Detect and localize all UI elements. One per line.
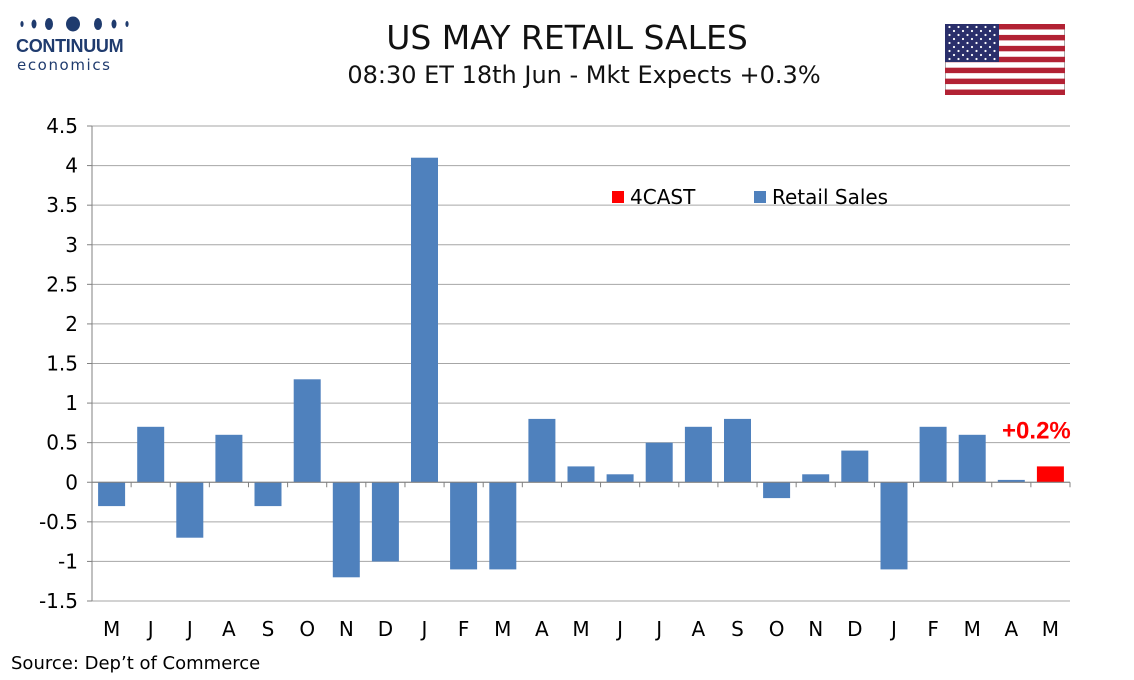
forecast-bar bbox=[1036, 466, 1064, 483]
x-tick-label: A bbox=[222, 617, 236, 641]
retail-sales-bar bbox=[567, 466, 595, 483]
y-tick-label: 0.5 bbox=[46, 431, 78, 455]
retail-sales-bar bbox=[841, 450, 869, 483]
x-tick-label: O bbox=[299, 617, 315, 641]
x-tick-label: D bbox=[847, 617, 862, 641]
retail-sales-bar bbox=[137, 426, 165, 483]
logo-subtitle: economics bbox=[17, 56, 112, 74]
y-tick-label: 2 bbox=[65, 312, 78, 336]
bars bbox=[98, 157, 1064, 578]
y-tick-label: 2.5 bbox=[46, 272, 78, 296]
x-tick-label: O bbox=[769, 617, 785, 641]
chart-title: US MAY RETAIL SALES bbox=[386, 18, 748, 57]
retail-sales-bar bbox=[293, 379, 321, 483]
forecast-annotation: +0.2% bbox=[1002, 418, 1071, 445]
us-flag-icon bbox=[945, 24, 1065, 95]
y-axis-ticks: 4.5 4 3.5 3 2.5 2 1.5 1 0.5 0 -0.5 -1 -1.5 bbox=[39, 114, 92, 613]
x-tick-label: M bbox=[1042, 617, 1059, 641]
x-tick-label: J bbox=[889, 617, 897, 641]
retail-sales-bar bbox=[919, 426, 947, 483]
retail-sales-bar bbox=[958, 434, 986, 483]
y-tick-label: 1.5 bbox=[46, 352, 78, 376]
y-tick-label: 1 bbox=[65, 391, 78, 415]
x-tick-label: D bbox=[378, 617, 393, 641]
y-tick-label: -1 bbox=[58, 549, 78, 573]
legend-swatch bbox=[612, 191, 624, 203]
y-tick-label: -1.5 bbox=[39, 589, 78, 613]
x-tick-label: F bbox=[458, 617, 470, 641]
retail-sales-bar bbox=[763, 482, 791, 499]
x-tick-label: A bbox=[1004, 617, 1018, 641]
legend: 4CAST Retail Sales bbox=[612, 185, 888, 209]
x-tick-label: S bbox=[731, 617, 744, 641]
retail-sales-bar bbox=[997, 479, 1025, 483]
retail-sales-bar bbox=[215, 434, 243, 483]
retail-sales-bar bbox=[802, 474, 830, 483]
retail-sales-bar bbox=[332, 482, 360, 578]
retail-sales-bar bbox=[411, 157, 438, 483]
retail-sales-bar bbox=[176, 482, 204, 538]
continuum-logo: CONTINUUM economics bbox=[10, 14, 140, 76]
x-tick-label: J bbox=[615, 617, 623, 641]
x-tick-label: M bbox=[103, 617, 120, 641]
retail-sales-bar bbox=[450, 482, 478, 570]
logo-dots-icon bbox=[20, 16, 129, 32]
x-tick-label: A bbox=[692, 617, 706, 641]
retail-sales-bar bbox=[489, 482, 517, 570]
chart-subtitle: 08:30 ET 18th Jun - Mkt Expects +0.3% bbox=[347, 61, 821, 89]
x-tick-label: M bbox=[964, 617, 981, 641]
y-tick-label: 3 bbox=[65, 233, 78, 257]
retail-sales-bar bbox=[528, 418, 556, 483]
y-tick-label: 0 bbox=[65, 470, 78, 494]
retail-sales-bar bbox=[98, 482, 126, 507]
axes bbox=[91, 126, 1071, 601]
x-tick-label: J bbox=[420, 617, 428, 641]
retail-sales-bar bbox=[684, 426, 712, 483]
y-tick-label: -0.5 bbox=[39, 510, 78, 534]
x-tick-label: M bbox=[572, 617, 589, 641]
gridlines bbox=[92, 125, 1070, 602]
y-tick-label: 4 bbox=[65, 154, 78, 178]
x-tick-label: N bbox=[339, 617, 354, 641]
legend-swatch bbox=[754, 191, 766, 203]
logo-wordmark: CONTINUUM bbox=[16, 36, 124, 56]
x-tick-label: M bbox=[494, 617, 511, 641]
retail-sales-bar bbox=[645, 442, 673, 483]
retail-sales-bar bbox=[606, 474, 634, 483]
retail-sales-bar bbox=[254, 482, 282, 507]
retail-sales-bar bbox=[880, 482, 908, 570]
retail-sales-bar bbox=[724, 418, 751, 483]
x-tick-label: J bbox=[654, 617, 662, 641]
x-tick-label: A bbox=[535, 617, 549, 641]
legend-label: Retail Sales bbox=[772, 185, 888, 209]
legend-label: 4CAST bbox=[630, 185, 696, 209]
y-tick-label: 4.5 bbox=[46, 114, 78, 138]
source-note: Source: Dep’t of Commerce bbox=[11, 653, 261, 674]
x-tick-label: F bbox=[927, 617, 939, 641]
x-tick-label: S bbox=[262, 617, 275, 641]
y-tick-label: 3.5 bbox=[46, 193, 78, 217]
retail-sales-bar bbox=[371, 482, 399, 562]
x-tick-label: N bbox=[808, 617, 823, 641]
x-tick-label: J bbox=[146, 617, 154, 641]
x-tick-label: J bbox=[185, 617, 193, 641]
